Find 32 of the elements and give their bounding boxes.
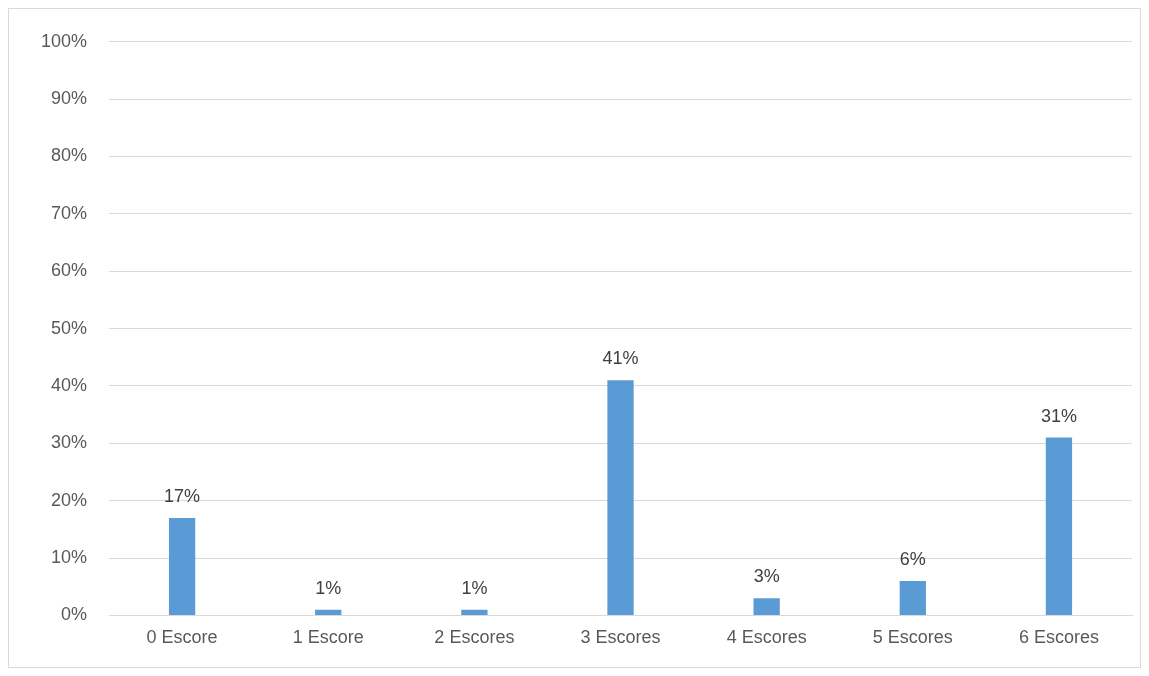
y-tick-label: 20% [51, 489, 88, 510]
y-tick-label: 70% [51, 202, 88, 223]
x-tick-label: 2 Escores [434, 627, 515, 648]
y-tick-label: 0% [61, 604, 88, 625]
x-tick-label: 3 Escores [580, 627, 661, 648]
data-label: 1% [461, 577, 488, 598]
y-tick-label: 50% [51, 317, 88, 338]
data-label: 41% [602, 348, 639, 369]
data-label: 17% [164, 485, 201, 506]
data-label: 31% [1040, 405, 1077, 426]
y-tick-label: 10% [51, 547, 88, 568]
y-tick-label: 90% [51, 88, 88, 109]
bar [753, 598, 780, 615]
x-tick-label: 4 Escores [726, 627, 807, 648]
bar [899, 580, 926, 615]
bar [607, 380, 634, 615]
bar [168, 517, 196, 615]
data-label: 3% [753, 566, 780, 587]
y-tick-label: 100% [40, 30, 88, 51]
bar [461, 609, 488, 615]
y-tick-label: 30% [51, 432, 88, 453]
y-tick-label: 40% [51, 374, 88, 395]
x-tick-label: 0 Escore [146, 627, 218, 648]
y-tick-label: 80% [51, 145, 88, 166]
data-label: 1% [315, 577, 342, 598]
x-tick-label: 1 Escore [292, 627, 364, 648]
data-label: 6% [899, 548, 926, 569]
x-tick-label: 5 Escores [872, 627, 953, 648]
bar [1045, 437, 1073, 615]
y-tick-label: 60% [51, 260, 88, 281]
bar [315, 609, 342, 615]
x-tick-label: 6 Escores [1018, 627, 1099, 648]
